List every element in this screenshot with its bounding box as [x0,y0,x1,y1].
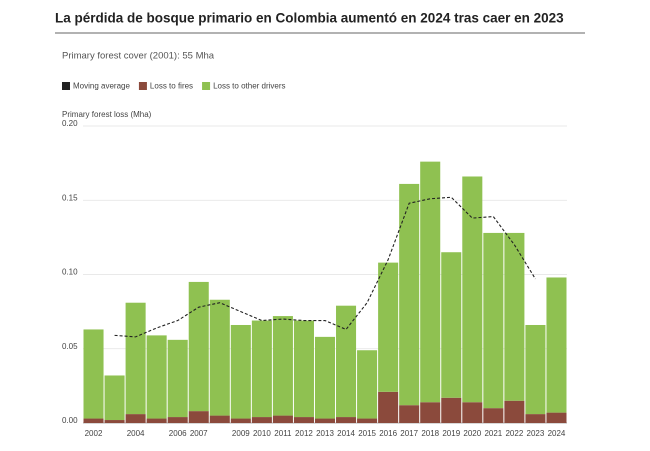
legend-swatch [138,82,147,90]
bar-segment [462,402,483,423]
bar-segment [251,320,272,418]
bar-segment [483,408,504,423]
bar-segment [230,324,251,419]
bar-segment [209,299,230,416]
legend-swatch [62,82,70,90]
y-tick-label: 0.20 [62,119,78,128]
bar-segment [83,418,104,423]
x-tick-label: 2002 [85,429,103,438]
bar-segment [357,350,378,419]
bar-segment [525,414,546,423]
bar-segment [546,277,567,413]
legend-label: Moving average [73,82,130,91]
bar-segment [399,405,420,423]
x-tick-label: 2011 [274,429,292,438]
bar-segment [104,420,125,423]
x-tick-label: 2006 [169,429,187,438]
x-tick-label: 2023 [527,429,545,438]
bar-segment [314,418,336,423]
bar-segment [357,418,378,423]
x-tick-label: 2017 [400,429,418,438]
x-tick-label: 2022 [505,429,523,438]
x-tick-label: 2013 [316,429,334,438]
bar-segment [83,329,104,419]
bar-segment [209,415,230,423]
bar-segment [146,418,167,423]
bar-segment [378,262,399,392]
bar-segment [420,402,441,423]
bar-segment [336,417,357,423]
legend-label: Loss to fires [150,82,193,91]
y-tick-label: 0.15 [62,193,78,202]
bar-segment [188,281,209,412]
x-tick-label: 2018 [421,429,439,438]
bar-segment [504,400,525,423]
bar-segment [336,305,357,418]
bar-segment [146,335,167,419]
bar-segment [441,397,462,423]
x-tick-label: 2015 [358,429,376,438]
x-tick-label: 2009 [232,429,250,438]
bar-segment [293,320,314,418]
bar-segment [230,418,251,423]
bar-segment [546,412,567,423]
x-tick-label: 2014 [337,429,355,438]
x-tick-label: 2010 [253,429,271,438]
bar-segment [293,417,314,423]
bar-segment [504,232,525,401]
x-tick-label: 2024 [548,429,566,438]
x-tick-label: 2019 [442,429,460,438]
bar-segment [378,391,399,423]
bar-segment [483,232,504,409]
y-tick-label: 0.05 [62,342,78,351]
x-tick-label: 2016 [379,429,397,438]
subtitle: Primary forest cover (2001): 55 Mha [62,51,215,62]
x-tick-label: 2004 [127,429,145,438]
y-tick-label: 0.00 [62,416,78,425]
y-tick-label: 0.10 [62,268,78,277]
bar-segment [188,411,209,423]
moving-average-line [114,196,536,338]
legend-label: Loss to other drivers [213,82,285,91]
x-tick-label: 2007 [190,429,208,438]
x-tick-label: 2020 [463,429,481,438]
chart-title: La pérdida de bosque primario en Colombi… [55,11,564,26]
bar-segment [420,161,441,403]
bar-segment [272,316,293,416]
x-tick-label: 2012 [295,429,313,438]
bar-segment [462,176,483,403]
y-axis-label: Primary forest loss (Mha) [62,110,152,119]
legend-swatch [202,82,211,90]
bar-segment [125,302,146,415]
bar-segment [314,336,336,419]
bar-segment [525,324,546,415]
x-tick-label: 2021 [484,429,502,438]
bar-segment [125,414,146,423]
bar-segment [167,339,188,418]
bar-segment [441,252,462,398]
bar-segment [167,417,188,423]
bar-segment [251,417,272,423]
bar-segment [399,183,420,406]
bar-segment [104,375,125,421]
bar-segment [272,415,293,423]
